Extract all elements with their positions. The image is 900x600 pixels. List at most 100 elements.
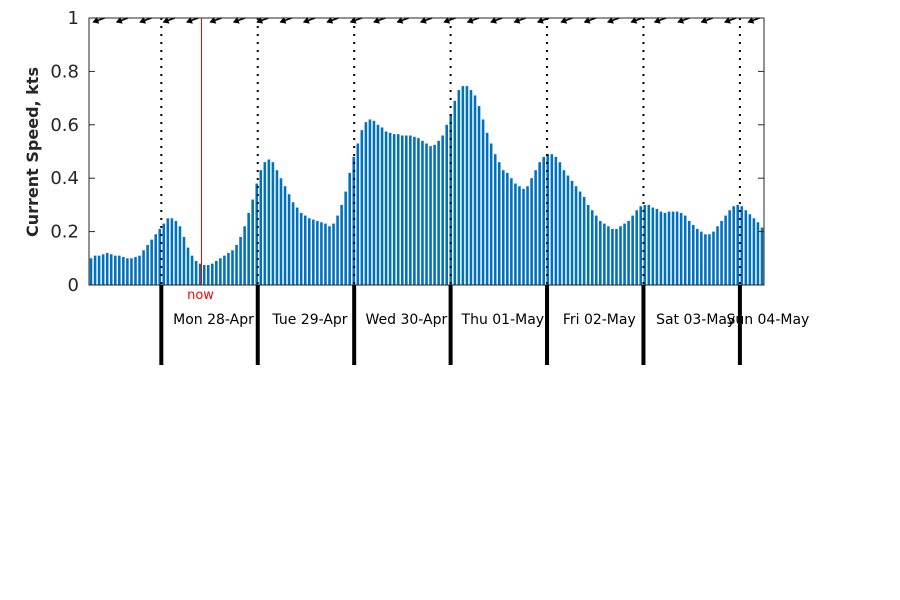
speed-bar [320,222,323,285]
speed-bar [340,204,343,285]
speed-bar [558,162,562,285]
direction-arrow [653,17,667,24]
speed-bar [607,226,610,285]
speed-bar [477,106,481,285]
plot-frame [88,17,765,286]
bars-layer [89,86,764,286]
speed-bar [227,252,230,285]
speed-bar [708,234,711,285]
speed-bar [655,208,659,285]
speed-bar [299,212,303,285]
speed-bar [748,214,752,285]
speed-bar [291,202,295,285]
speed-bar [97,255,101,285]
speed-bar [118,255,121,285]
speed-bar [287,194,291,285]
direction-arrow [139,17,152,24]
speed-bar [219,258,222,285]
speed-bar [623,223,626,285]
y-tick-label: 1 [68,8,79,29]
speed-bar [619,226,622,285]
direction-arrow [162,17,176,24]
y-tick-label: 0 [68,275,79,296]
speed-bar [158,228,162,285]
speed-bar [101,254,105,285]
speed-bar [441,135,444,285]
speed-bar [493,154,497,285]
speed-bar [324,223,327,285]
speed-bar [283,186,287,285]
speed-bar [352,156,356,285]
speed-bar [631,215,634,285]
speed-bar [744,210,748,285]
speed-bar [178,226,182,285]
speed-bar [388,132,392,285]
speed-bar [667,211,671,285]
speed-bar [445,124,449,285]
direction-arrow [724,17,737,24]
speed-bar [562,170,566,285]
speed-bar [174,220,178,285]
speed-bar [449,114,453,286]
speed-bar [93,255,97,285]
speed-bar [514,183,517,285]
day-label: Sat 03-May [656,312,735,328]
speed-bar [275,170,279,285]
speed-bar [594,215,598,285]
speed-bar [534,170,537,285]
speed-bar [716,226,719,285]
speed-bar [425,143,428,285]
direction-arrow [443,17,456,24]
speed-bar [461,86,465,285]
speed-bar [259,170,263,285]
speed-bar [510,178,513,285]
speed-bar [696,228,699,285]
speed-bar [736,204,740,285]
speed-bar [704,234,707,285]
speed-bar [429,146,432,285]
speed-bar [485,132,489,285]
speed-bar [279,178,283,285]
speed-bar [344,191,347,285]
speed-bar [113,255,117,285]
speed-bar [599,220,602,285]
speed-bar [518,186,521,285]
y-tick-label: 0.8 [50,61,79,82]
speed-bar [336,215,339,285]
speed-bar [675,211,679,285]
speed-bar [392,134,396,285]
speed-bar [530,178,533,285]
speed-bar [582,196,586,285]
speed-bar [142,250,145,285]
speed-bar [611,228,614,285]
speed-bar [526,186,529,285]
speed-bar [497,162,501,285]
speed-bar [586,204,590,285]
direction-arrow [490,17,503,24]
speed-bar [481,119,485,286]
speed-bar [760,227,764,285]
speed-bar [138,255,141,285]
speed-bar [396,134,400,285]
speed-bar [643,204,647,285]
speed-bar [570,180,574,285]
direction-arrow [747,17,760,24]
speed-bar [380,127,384,285]
speed-bar [312,219,315,285]
speed-bar [126,258,129,285]
day-axis: Mon 28-Apr Tue 29-Apr Wed 30-Apr Thu 01-May… [159,285,809,365]
y-tick-label: 0.6 [50,115,79,136]
direction-arrow [209,17,222,24]
direction-arrows [92,17,760,24]
speed-bar [122,256,125,285]
speed-bar [316,220,319,285]
speed-bar [146,244,149,285]
speed-bar [724,215,727,285]
speed-bar [417,138,420,285]
speed-bar [307,218,311,285]
speed-bar [247,212,250,285]
speed-bar [154,234,157,285]
speed-bar [413,136,416,285]
speed-bar [210,263,214,285]
speed-bar [198,263,202,285]
